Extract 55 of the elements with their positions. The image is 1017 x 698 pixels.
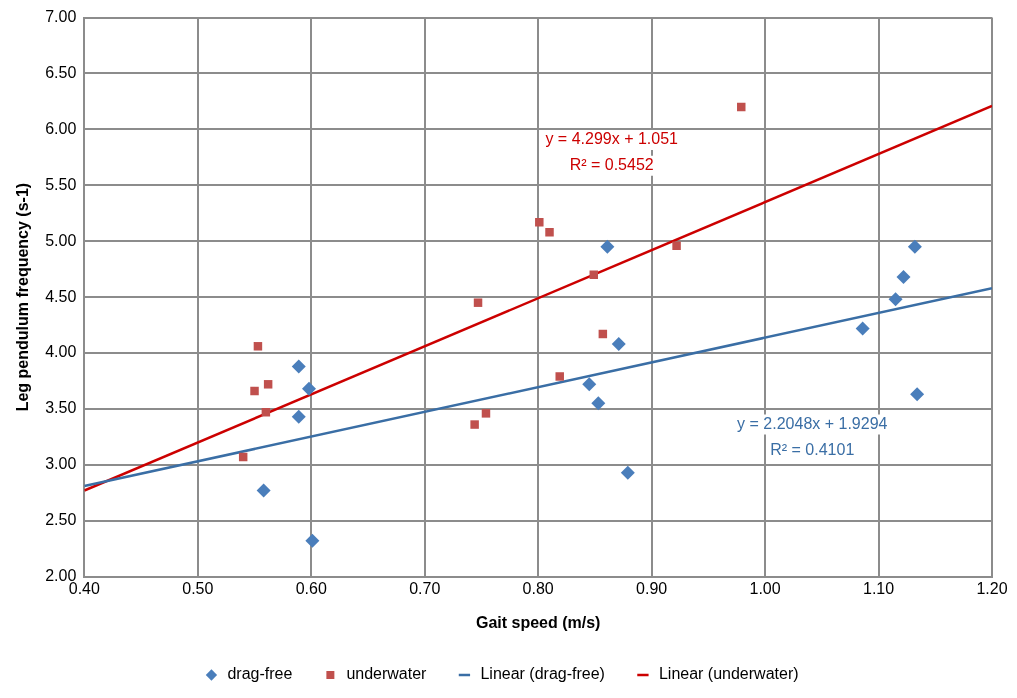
legend-label: Linear (underwater): [658, 665, 799, 683]
x-tick-label: 1.20: [976, 579, 1008, 597]
point: [600, 239, 615, 254]
y-tick-label: 6.00: [45, 119, 77, 137]
point: [291, 359, 306, 374]
point: [305, 533, 320, 548]
point: [545, 228, 554, 237]
point: [301, 381, 316, 396]
point: [907, 239, 922, 254]
point: [611, 337, 626, 352]
x-axis-title: Gait speed (m/s): [475, 613, 601, 631]
legend-label: drag-free: [227, 665, 293, 683]
x-tick-label: 0.70: [409, 579, 441, 597]
point: [481, 409, 491, 418]
point: [910, 387, 925, 402]
annotation: R² = 0.5452: [569, 156, 654, 174]
x-tick-label: 1.00: [749, 579, 781, 597]
legend-label: underwater: [346, 665, 428, 683]
point: [555, 372, 564, 381]
x-tick-label: 0.80: [522, 579, 554, 597]
point: [263, 380, 273, 389]
point: [896, 269, 911, 284]
point: [589, 270, 599, 279]
point: [470, 420, 479, 429]
point: [591, 396, 606, 411]
point: [888, 292, 903, 307]
y-tick-label: 6.50: [45, 63, 77, 81]
legend-label: Linear (drag-free): [480, 665, 605, 683]
x-tick-label: 0.60: [295, 579, 327, 597]
annotation: y = 2.2048x + 1.9294: [737, 414, 888, 432]
x-tick-label: 0.90: [636, 579, 668, 597]
x-tick-label: 0.50: [182, 579, 214, 597]
point: [582, 377, 597, 392]
y-tick-label: 5.00: [45, 231, 77, 249]
point: [620, 465, 635, 480]
annotation: R² = 0.4101: [770, 440, 855, 458]
point: [256, 483, 271, 498]
y-tick-label: 2.50: [45, 511, 77, 529]
y-tick-label: 4.00: [45, 343, 77, 361]
point: [253, 342, 263, 351]
point: [855, 321, 870, 336]
point: [250, 386, 259, 396]
y-tick-label: 3.50: [45, 399, 77, 417]
point: [535, 217, 544, 227]
y-tick-label: 7.00: [45, 8, 77, 26]
point: [672, 241, 681, 250]
point: [473, 298, 483, 307]
point: [737, 102, 746, 112]
y-tick-label: 3.00: [45, 455, 77, 473]
y-tick-label: 4.50: [45, 287, 77, 305]
x-tick-label: 1.10: [862, 579, 895, 597]
y-axis-title: Leg pendulum frequency (s-1): [14, 182, 32, 412]
point: [291, 409, 306, 424]
y-tick-label: 5.50: [45, 175, 77, 193]
annotation: y = 4.299x + 1.051: [545, 130, 679, 148]
